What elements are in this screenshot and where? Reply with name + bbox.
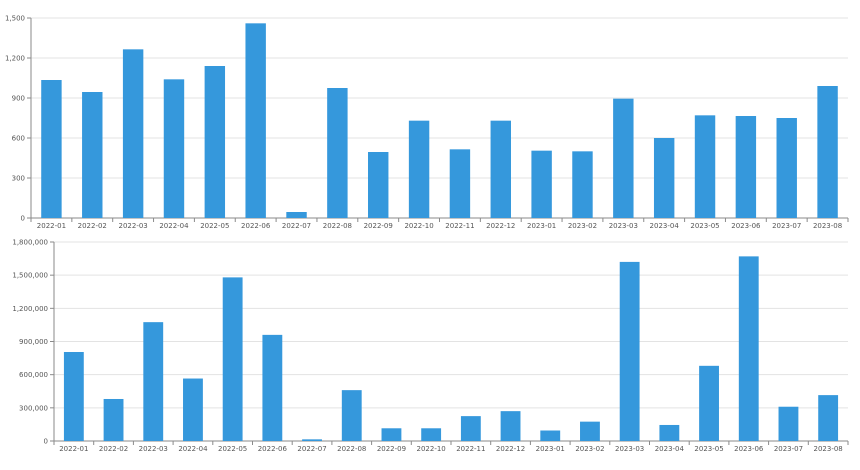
y-tick-label: 300,000 xyxy=(19,404,48,412)
x-tick-label: 2022-11 xyxy=(445,222,474,230)
x-tick-label: 2022-08 xyxy=(323,222,352,230)
bar[interactable] xyxy=(204,66,226,218)
x-tick-label: 2023-05 xyxy=(690,222,719,230)
x-tick-label: 2023-02 xyxy=(575,445,604,453)
bar[interactable] xyxy=(818,395,839,441)
y-tick-label: 600,000 xyxy=(19,371,48,379)
y-tick-label: 900,000 xyxy=(19,338,48,346)
y-tick-label: 1,800,000 xyxy=(12,239,48,247)
x-tick-label: 2022-05 xyxy=(200,222,229,230)
bar[interactable] xyxy=(143,322,164,441)
bar[interactable] xyxy=(531,150,552,218)
y-tick-label: 1,500 xyxy=(5,15,25,23)
x-tick-label: 2022-04 xyxy=(178,445,208,453)
x-tick-label: 2022-01 xyxy=(37,222,66,230)
bar[interactable] xyxy=(449,149,471,218)
y-tick-label: 1,500,000 xyxy=(12,272,48,280)
bar[interactable] xyxy=(122,49,144,219)
bar[interactable] xyxy=(735,116,757,218)
bar[interactable] xyxy=(103,398,124,441)
bar[interactable] xyxy=(302,439,322,441)
x-tick-label: 2022-01 xyxy=(59,445,88,453)
x-tick-label: 2023-04 xyxy=(655,445,685,453)
x-tick-label: 2023-07 xyxy=(772,222,801,230)
bar[interactable] xyxy=(408,120,430,218)
x-tick-label: 2022-09 xyxy=(377,445,406,453)
x-tick-label: 2022-06 xyxy=(241,222,271,230)
bar[interactable] xyxy=(738,256,759,441)
y-tick-label: 900 xyxy=(12,95,25,103)
bar[interactable] xyxy=(778,406,799,441)
x-tick-label: 2023-04 xyxy=(650,222,680,230)
bar-chart-bottom: 0 300,000 600,000 900,000 1,200,000 1,500,000… xyxy=(12,239,849,453)
x-tick-label: 2023-03 xyxy=(615,445,644,453)
x-tick-label: 2022-12 xyxy=(486,222,515,230)
x-tick-label: 2022-03 xyxy=(119,222,148,230)
x-tick-label: 2022-02 xyxy=(78,222,107,230)
bar[interactable] xyxy=(817,86,838,218)
bar[interactable] xyxy=(490,120,511,218)
bar[interactable] xyxy=(421,428,442,441)
bar[interactable] xyxy=(327,88,348,218)
x-tick-label: 2022-11 xyxy=(456,445,485,453)
bar[interactable] xyxy=(245,23,266,219)
x-tick-label: 2023-08 xyxy=(814,445,843,453)
x-tick-label: 2023-05 xyxy=(694,445,723,453)
x-tick-label: 2023-02 xyxy=(568,222,597,230)
y-tick-label: 0 xyxy=(44,438,48,446)
bar[interactable] xyxy=(540,430,561,441)
x-tick-label: 2022-09 xyxy=(364,222,393,230)
bar[interactable] xyxy=(500,411,521,441)
x-tick-label: 2023-03 xyxy=(609,222,638,230)
x-tick-label: 2022-06 xyxy=(258,445,288,453)
x-tick-label: 2022-05 xyxy=(218,445,247,453)
y-tick-label: 300 xyxy=(12,175,25,183)
x-tick-label: 2023-01 xyxy=(527,222,556,230)
x-tick-label: 2022-08 xyxy=(337,445,366,453)
bar[interactable] xyxy=(460,416,481,441)
bar[interactable] xyxy=(694,115,716,218)
x-tick-label: 2023-06 xyxy=(734,445,764,453)
x-tick-label: 2022-10 xyxy=(417,445,446,453)
bar[interactable] xyxy=(659,424,680,441)
bar[interactable] xyxy=(286,212,307,218)
bar[interactable] xyxy=(580,421,600,441)
bar[interactable] xyxy=(368,152,389,218)
x-tick-label: 2022-12 xyxy=(496,445,525,453)
x-tick-label: 2022-07 xyxy=(297,445,326,453)
bar[interactable] xyxy=(619,261,640,441)
x-tick-label: 2023-07 xyxy=(774,445,803,453)
bar[interactable] xyxy=(183,378,203,441)
bar[interactable] xyxy=(262,334,283,441)
x-tick-label: 2023-06 xyxy=(731,222,761,230)
y-tick-label: 1,200,000 xyxy=(12,305,48,313)
bar[interactable] xyxy=(341,390,362,441)
y-tick-label: 1,200 xyxy=(5,55,25,63)
x-tick-label: 2022-07 xyxy=(282,222,311,230)
bar[interactable] xyxy=(222,277,243,441)
x-tick-label: 2023-08 xyxy=(813,222,842,230)
bar[interactable] xyxy=(163,79,185,218)
bar[interactable] xyxy=(776,118,797,218)
bar[interactable] xyxy=(41,80,62,218)
bar-chart-top: 0 300 600 900 1,200 1,500 2022-01 2022-02 2022-0… xyxy=(5,15,849,230)
x-tick-label: 2022-02 xyxy=(99,445,128,453)
bar[interactable] xyxy=(699,365,719,441)
x-tick-label: 2023-01 xyxy=(536,445,565,453)
x-tick-label: 2022-04 xyxy=(159,222,189,230)
bar[interactable] xyxy=(653,138,675,218)
x-tick-label: 2022-03 xyxy=(139,445,168,453)
y-tick-label: 0 xyxy=(21,215,25,223)
bar[interactable] xyxy=(613,98,634,218)
y-tick-label: 600 xyxy=(12,135,25,143)
bar[interactable] xyxy=(381,428,402,441)
bar[interactable] xyxy=(572,151,593,218)
x-tick-label: 2022-10 xyxy=(404,222,433,230)
bar[interactable] xyxy=(63,352,84,441)
bar[interactable] xyxy=(82,92,103,218)
